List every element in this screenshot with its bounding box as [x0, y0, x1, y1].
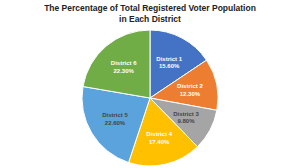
chart: The Percentage of Total Registered Voter… [0, 0, 300, 168]
category-label: District 3 [173, 111, 199, 117]
slice [150, 30, 206, 98]
data-label: 9.80% [177, 118, 195, 124]
title: The Percentage of Total Registered Voter… [44, 3, 256, 13]
subtitle: in Each District [119, 14, 181, 24]
slice-label: District 4 17.40% [146, 131, 172, 145]
category-label: District 5 [102, 112, 128, 118]
data-label: 15.60% [159, 63, 180, 69]
labels: District 115.60%District 212.30%District… [102, 56, 203, 145]
slice [82, 87, 150, 163]
data-label: 22.60% [105, 120, 126, 126]
category-label: District 1 [156, 56, 182, 62]
category-label: District 6 [111, 60, 137, 66]
data-label: 22.30% [114, 68, 135, 74]
slice-label: District 2 12.30% [177, 83, 203, 97]
data-label: 17.40% [149, 139, 170, 145]
category-label: District 2 [177, 83, 203, 89]
slice-label: District 5 22.60% [102, 112, 128, 126]
pie [82, 30, 218, 166]
data-label: 12.30% [180, 91, 201, 97]
slice [83, 30, 150, 98]
slice-label: District 115.60% [156, 56, 182, 70]
category-label: District 4 [146, 131, 172, 137]
slice-label: District 39.80% [173, 111, 199, 125]
slice-label: District 6 22.30% [111, 60, 137, 74]
